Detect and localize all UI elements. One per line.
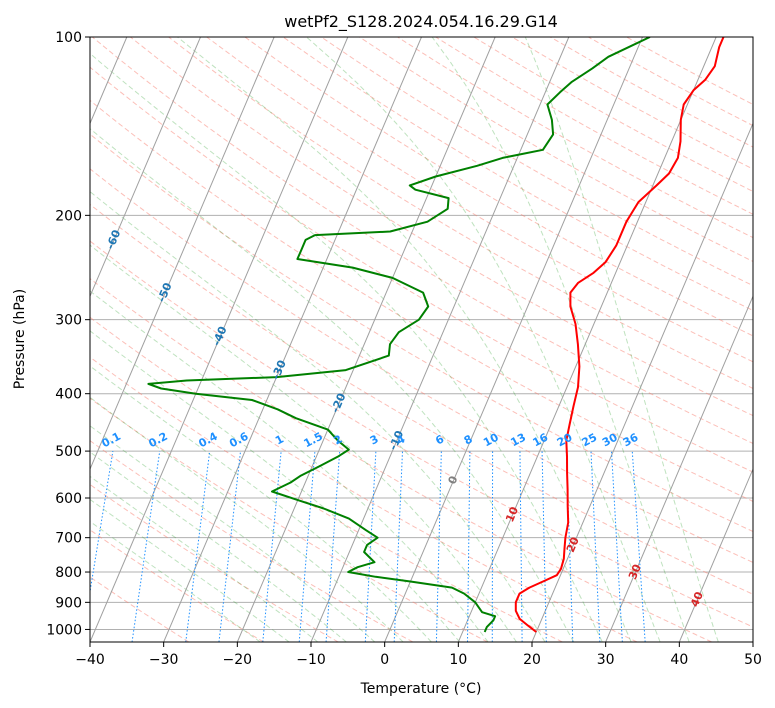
dry-adiabat [90, 240, 753, 628]
chart-title: wetPf2_S128.2024.054.16.29.G14 [284, 12, 558, 32]
y-tick-label: 200 [55, 208, 82, 224]
mixing-ratio-line [393, 451, 403, 642]
moist-adiabat [90, 290, 489, 642]
x-axis: −40 −30 −20 −10 0 10 20 30 40 50 [75, 642, 762, 668]
isotherm [90, 37, 275, 471]
mixing-ratio-line [90, 451, 114, 595]
x-tick-label: 50 [744, 652, 762, 668]
mixing-ratio-line [519, 451, 523, 642]
dry-adiabat [90, 397, 488, 642]
dry-adiabat [90, 529, 264, 642]
isotherm [90, 37, 349, 642]
x-tick-label: 20 [523, 652, 541, 668]
y-tick-label: 500 [55, 444, 82, 460]
y-tick-label: 800 [55, 565, 82, 581]
moist-adiabat [431, 37, 690, 642]
dry-adiabat [90, 133, 753, 533]
mixing-ratio-label: 10 [481, 431, 501, 450]
mixing-ratio-line [218, 451, 242, 642]
x-tick-label: 10 [449, 652, 467, 668]
dry-adiabat [282, 37, 753, 312]
isotherm [457, 37, 717, 642]
x-tick-label: 40 [670, 652, 688, 668]
dewpoint-profile [147, 37, 651, 633]
moist-adiabat [306, 37, 661, 642]
y-tick-label: 900 [55, 595, 82, 611]
isotherm-label: 10 [503, 504, 521, 523]
x-tick-label: −40 [75, 652, 105, 668]
isotherm [531, 122, 753, 642]
dry-adiabat [90, 203, 753, 595]
isotherm-label: 20 [564, 535, 582, 554]
mixing-ratio-line [467, 451, 471, 642]
mixing-ratio-line [590, 451, 601, 642]
dry-adiabat [244, 37, 753, 337]
isotherm-label: 40 [688, 589, 706, 608]
mixing-ratio-line [262, 451, 282, 642]
mixing-ratio-line [435, 451, 442, 642]
isotherm [163, 37, 422, 642]
y-tick-label: 700 [55, 531, 82, 547]
dry-adiabat [90, 66, 753, 473]
mixing-ratio-line [631, 451, 646, 642]
mixing-ratio-line [131, 451, 161, 642]
y-tick-label: 600 [55, 491, 82, 507]
moist-adiabat [177, 37, 632, 642]
mixing-ratio-line [325, 451, 341, 642]
dry-adiabat [90, 316, 638, 642]
moist-adiabat [90, 365, 432, 642]
dry-adiabat [90, 278, 712, 642]
mixing-ratio-label: 20 [555, 431, 575, 450]
plot-frame [89, 36, 754, 643]
isotherm [678, 467, 753, 642]
moist-adiabat [90, 244, 517, 642]
x-tick-label: 30 [597, 652, 615, 668]
x-axis-label: Temperature (°C) [360, 681, 482, 697]
x-tick-label: −30 [149, 652, 179, 668]
mixing-ratio-label: 30 [600, 431, 620, 450]
moist-adiabat [90, 52, 603, 642]
mixing-ratio-line [298, 451, 316, 642]
x-tick-label: −20 [223, 652, 253, 668]
x-tick-label: 0 [380, 652, 389, 668]
moist-adiabat [524, 37, 719, 642]
isotherm-label: 30 [626, 562, 644, 581]
mixing-ratio-label: 36 [621, 431, 641, 450]
mixing-ratio-line [565, 451, 574, 642]
dry-adiabat [168, 37, 753, 389]
y-tick-label: 400 [55, 387, 82, 403]
isotherm [310, 37, 570, 642]
y-axis-label: Pressure (hPa) [12, 289, 28, 389]
mixing-ratio-label: 13 [508, 431, 528, 450]
y-axis: 100 200 300 400 500 600 700 800 900 1000 [46, 30, 90, 638]
y-tick-label: 300 [55, 313, 82, 329]
mixing-ratio-line [610, 451, 623, 642]
dry-adiabat [90, 168, 753, 563]
moist-adiabat [90, 330, 461, 642]
mixing-ratio-label: 16 [531, 431, 551, 450]
y-tick-label: 1000 [46, 622, 82, 638]
dry-adiabat [206, 37, 753, 363]
isotherm [605, 295, 753, 642]
mixing-ratio-label: 25 [580, 431, 600, 450]
moist-adiabat [90, 128, 575, 642]
mixing-ratio-line [541, 451, 547, 642]
isotherm [90, 37, 201, 298]
x-tick-label: −10 [296, 652, 326, 668]
moist-adiabat [90, 425, 376, 642]
moist-adiabat [90, 191, 546, 642]
moist-adiabat [90, 451, 347, 642]
mixing-ratio-line [364, 451, 377, 642]
dry-adiabat [90, 99, 753, 502]
isotherm [384, 37, 643, 642]
moist-adiabat [90, 520, 261, 642]
y-tick-label: 100 [55, 30, 82, 46]
isotherm [236, 37, 496, 642]
temperature-profile [514, 37, 725, 633]
mixing-ratio-line [185, 451, 211, 642]
